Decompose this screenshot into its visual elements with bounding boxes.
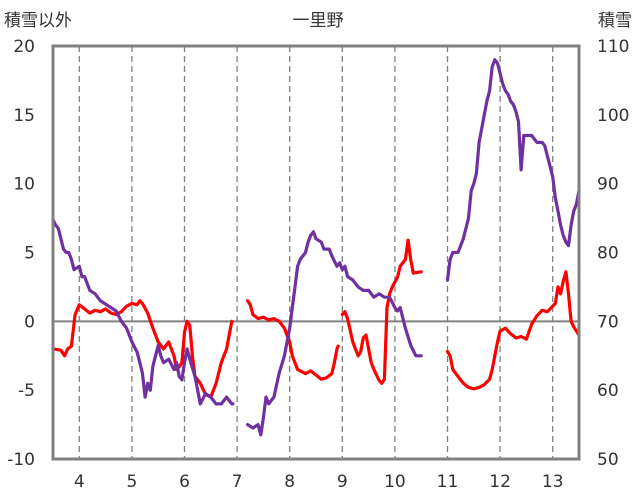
chart-title: 一里野 xyxy=(293,11,344,31)
left-axis-title: 積雪以外 xyxy=(4,11,72,31)
series-2-segment-3 xyxy=(445,58,581,282)
left-tick-label: 0 xyxy=(24,312,35,332)
x-tick-label: 7 xyxy=(232,472,243,492)
x-tick-label: 4 xyxy=(74,472,85,492)
series-2-segment-1 xyxy=(51,217,235,406)
x-tick-label: 6 xyxy=(179,472,190,492)
x-tick-label: 10 xyxy=(384,472,406,492)
right-tick-label: 80 xyxy=(597,244,619,264)
right-y-tick-labels: 50 60 70 80 90 100 110 xyxy=(597,37,629,470)
right-tick-label: 70 xyxy=(597,312,619,332)
right-tick-label: 90 xyxy=(597,175,619,195)
x-tick-label: 5 xyxy=(126,472,137,492)
left-tick-label: 15 xyxy=(13,106,35,126)
right-tick-label: 110 xyxy=(597,37,629,57)
left-tick-label: 20 xyxy=(13,37,35,57)
right-tick-label: 50 xyxy=(597,450,619,470)
x-tick-label: 8 xyxy=(284,472,295,492)
x-tick-label: 13 xyxy=(542,472,564,492)
grid xyxy=(78,46,554,459)
right-tick-label: 60 xyxy=(597,381,619,401)
x-tick-label: 12 xyxy=(489,472,511,492)
left-tick-label: 5 xyxy=(24,244,35,264)
series-2-segment-2 xyxy=(246,230,423,437)
x-tick-label: 9 xyxy=(337,472,348,492)
series-1-segment-2 xyxy=(246,299,340,381)
series-lines xyxy=(51,58,581,437)
series-1-segment-1 xyxy=(51,299,234,399)
left-tick-label: -5 xyxy=(18,381,35,401)
left-tick-label: -10 xyxy=(7,450,35,470)
x-tick-labels: 4 5 6 7 8 9 10 11 12 13 xyxy=(74,472,564,492)
left-tick-label: 10 xyxy=(13,175,35,195)
series-1-segment-3 xyxy=(340,238,423,385)
right-tick-label: 100 xyxy=(597,106,629,126)
left-y-tick-labels: -10 -5 0 5 10 15 20 xyxy=(7,37,35,470)
series-1-segment-4 xyxy=(445,270,581,391)
right-axis-title: 積雪 xyxy=(598,11,632,31)
plot-frame xyxy=(51,44,581,461)
x-tick-label: 11 xyxy=(437,472,459,492)
